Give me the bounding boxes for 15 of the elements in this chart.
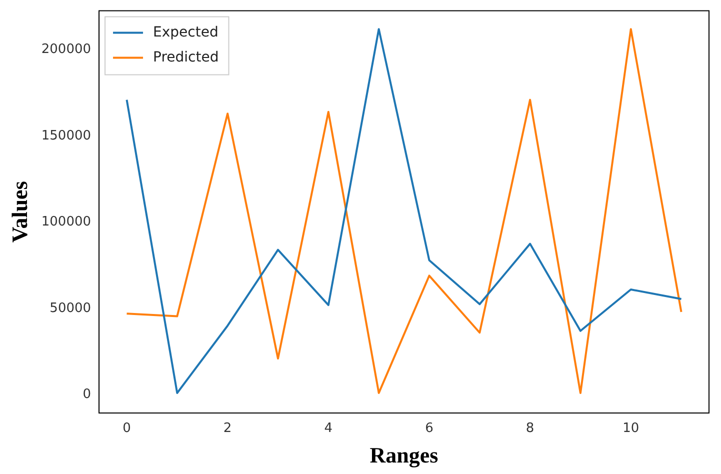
legend-label: Expected: [153, 24, 218, 40]
y-tick-label: 200000: [41, 42, 92, 58]
y-tick-label: 100000: [41, 214, 92, 230]
x-tick-label: 2: [223, 421, 232, 436]
x-tick-label: 4: [324, 421, 333, 436]
x-tick-label: 10: [622, 421, 640, 436]
x-tick-label: 8: [526, 421, 534, 436]
y-tick-label: 50000: [50, 300, 92, 316]
x-axis-title: Ranges: [370, 442, 439, 468]
x-tick-label: 0: [122, 421, 131, 436]
y-axis-title: Values: [6, 180, 32, 243]
y-tick-label: 0: [82, 387, 92, 402]
legend-label: Predicted: [153, 49, 219, 66]
x-tick-label: 6: [425, 421, 434, 436]
y-tick-label: 150000: [41, 128, 92, 144]
